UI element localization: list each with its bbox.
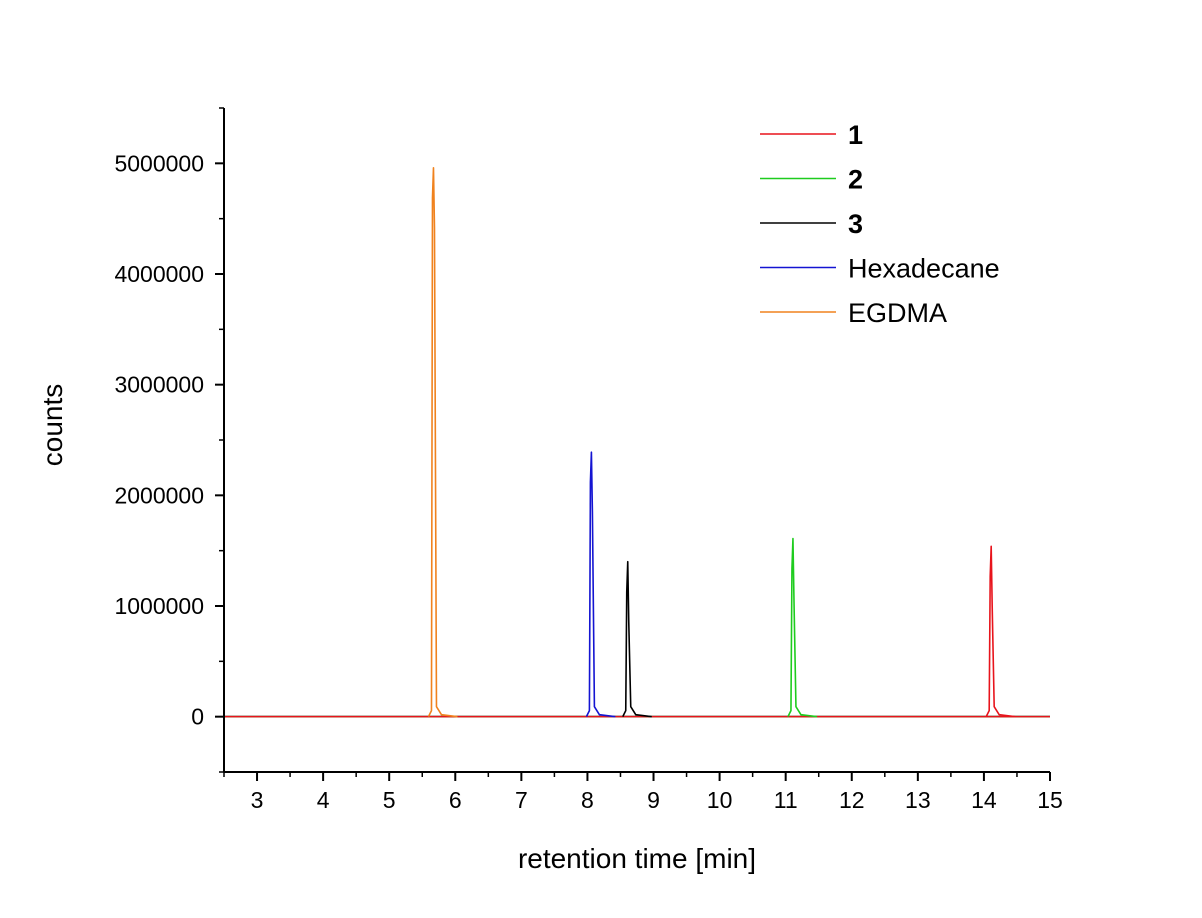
- x-tick-label: 13: [905, 787, 931, 813]
- y-axis-title: counts: [37, 384, 68, 467]
- x-tick-label: 5: [383, 787, 396, 813]
- y-tick-label: 5000000: [114, 150, 204, 176]
- y-tick-label: 2000000: [114, 482, 204, 508]
- x-tick-label: 9: [647, 787, 660, 813]
- legend-label: 3: [848, 209, 863, 239]
- x-tick-label: 12: [839, 787, 865, 813]
- x-tick-label: 3: [251, 787, 264, 813]
- legend-label: 2: [848, 165, 863, 195]
- x-ticks: 3 4 5 6 7 8 9 10 11 12 13 14 15: [223, 772, 1063, 813]
- y-ticks: 0 1000000 2000000 3000000 4000000 5000000: [114, 107, 224, 773]
- x-tick-label: 6: [449, 787, 462, 813]
- legend-label: EGDMA: [848, 298, 947, 328]
- x-tick-label: 8: [581, 787, 594, 813]
- peaks-layer: [427, 166, 1016, 718]
- x-tick-label: 11: [774, 787, 798, 813]
- x-tick-label: 4: [317, 787, 330, 813]
- x-tick-label: 15: [1037, 787, 1063, 813]
- x-tick-label: 10: [707, 787, 733, 813]
- y-tick-label: 4000000: [114, 261, 204, 287]
- peak-hexadecane: [585, 451, 616, 718]
- x-axis-title: retention time [min]: [518, 843, 756, 874]
- y-tick-label: 1000000: [114, 593, 204, 619]
- x-tick-label: 14: [971, 787, 997, 813]
- legend-label: 1: [848, 120, 863, 150]
- peak-1: [985, 545, 1016, 718]
- peak-egdma: [427, 166, 458, 718]
- y-tick-label: 3000000: [114, 372, 204, 398]
- legend-label: Hexadecane: [848, 254, 1000, 284]
- axes-layer: [223, 108, 1050, 773]
- peak-3: [622, 560, 652, 718]
- peak-2: [787, 537, 818, 718]
- x-tick-label: 7: [515, 787, 528, 813]
- y-tick-label: 0: [191, 704, 204, 730]
- legend: 1 2 3 Hexadecane EGDMA: [760, 120, 1000, 328]
